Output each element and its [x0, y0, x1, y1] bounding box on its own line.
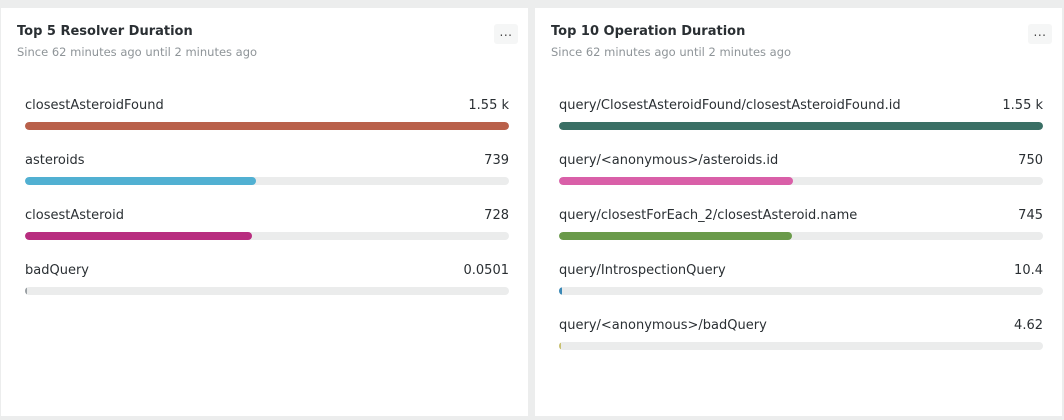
item-value: 750 — [1018, 153, 1043, 168]
item-value: 745 — [1018, 208, 1043, 223]
list-item[interactable]: closestAsteroidFound 1.55 k — [25, 98, 509, 134]
operation-duration-panel: Top 10 Operation Duration Since 62 minut… — [535, 8, 1062, 416]
bar-track — [25, 232, 509, 240]
item-value: 0.0501 — [463, 263, 510, 278]
list-item[interactable]: query/ClosestAsteroidFound/closestAstero… — [559, 98, 1043, 134]
list-item[interactable]: closestAsteroid 728 — [25, 208, 509, 244]
list-item[interactable]: badQuery 0.0501 — [25, 263, 509, 299]
list-item[interactable]: query/IntrospectionQuery 10.4 — [559, 263, 1043, 299]
item-value: 728 — [484, 208, 509, 223]
list-item[interactable]: asteroids 739 — [25, 153, 509, 189]
item-label: badQuery — [25, 263, 89, 278]
list-item[interactable]: query/<anonymous>/asteroids.id 750 — [559, 153, 1043, 189]
bar-fill — [559, 122, 1043, 130]
item-value: 4.62 — [1014, 318, 1043, 333]
item-label: closestAsteroid — [25, 208, 124, 223]
bar-track — [559, 342, 1043, 350]
item-label: closestAsteroidFound — [25, 98, 164, 113]
bar-track — [25, 122, 509, 130]
item-label: query/<anonymous>/asteroids.id — [559, 153, 779, 168]
bar-fill — [559, 287, 563, 295]
bar-track — [25, 177, 509, 185]
panel-title: Top 10 Operation Duration — [551, 24, 746, 39]
item-value: 1.55 k — [1002, 98, 1043, 113]
item-value: 10.4 — [1014, 263, 1043, 278]
bar-fill — [559, 342, 561, 350]
bar-track — [559, 287, 1043, 295]
item-label: query/ClosestAsteroidFound/closestAstero… — [559, 98, 901, 113]
panel-subtitle: Since 62 minutes ago until 2 minutes ago — [551, 45, 792, 59]
bar-track — [559, 122, 1043, 130]
bar-fill — [25, 287, 27, 295]
bar-fill — [559, 177, 794, 185]
bar-fill — [559, 232, 792, 240]
item-label: query/IntrospectionQuery — [559, 263, 726, 278]
bar-track — [559, 177, 1043, 185]
list-item[interactable]: query/<anonymous>/badQuery 4.62 — [559, 318, 1043, 354]
panel-subtitle: Since 62 minutes ago until 2 minutes ago — [17, 45, 258, 59]
panel-menu-button[interactable]: ... — [494, 24, 518, 44]
list-item[interactable]: query/closestForEach_2/closestAsteroid.n… — [559, 208, 1043, 244]
bar-fill — [25, 232, 253, 240]
panel-title: Top 5 Resolver Duration — [17, 24, 193, 39]
resolver-duration-panel: Top 5 Resolver Duration Since 62 minutes… — [1, 8, 528, 416]
item-label: query/closestForEach_2/closestAsteroid.n… — [559, 208, 858, 223]
bar-track — [559, 232, 1043, 240]
panel-menu-button[interactable]: ... — [1028, 24, 1052, 44]
item-value: 739 — [484, 153, 509, 168]
bar-track — [25, 287, 509, 295]
item-label: asteroids — [25, 153, 85, 168]
item-value: 1.55 k — [468, 98, 509, 113]
item-label: query/<anonymous>/badQuery — [559, 318, 767, 333]
bar-fill — [25, 122, 509, 130]
bar-fill — [25, 177, 256, 185]
